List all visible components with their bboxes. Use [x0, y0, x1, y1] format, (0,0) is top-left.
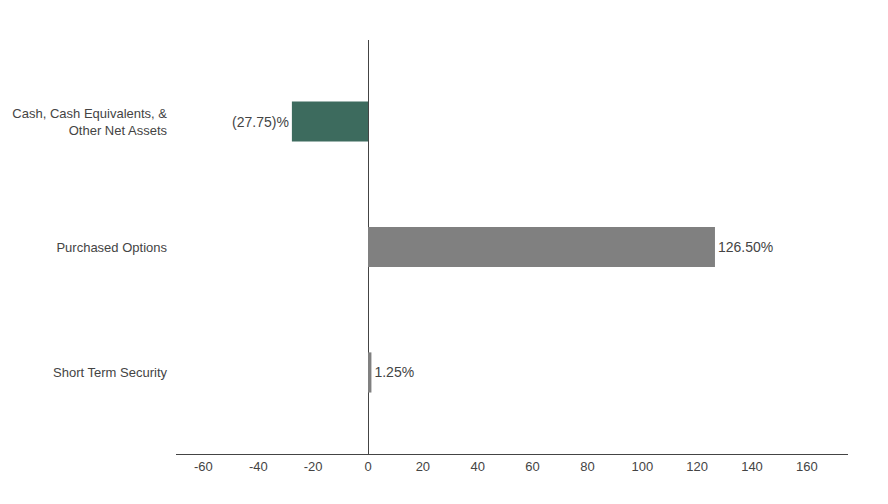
svg-text:20: 20 — [416, 459, 430, 474]
svg-text:100: 100 — [631, 459, 653, 474]
svg-text:60: 60 — [525, 459, 539, 474]
svg-text:-60: -60 — [194, 459, 213, 474]
svg-text:40: 40 — [470, 459, 484, 474]
svg-text:140: 140 — [741, 459, 763, 474]
svg-text:-40: -40 — [249, 459, 268, 474]
svg-text:-20: -20 — [304, 459, 323, 474]
svg-text:120: 120 — [686, 459, 708, 474]
svg-text:Short Term Security: Short Term Security — [53, 365, 167, 380]
svg-text:Cash, Cash Equivalents, &Other: Cash, Cash Equivalents, &Other Net Asset… — [12, 106, 167, 138]
svg-text:160: 160 — [796, 459, 818, 474]
svg-text:(27.75)%: (27.75)% — [232, 114, 289, 130]
svg-text:1.25%: 1.25% — [374, 364, 414, 380]
svg-text:Purchased Options: Purchased Options — [56, 240, 167, 255]
svg-text:80: 80 — [580, 459, 594, 474]
svg-text:126.50%: 126.50% — [718, 239, 773, 255]
svg-text:0: 0 — [364, 459, 371, 474]
